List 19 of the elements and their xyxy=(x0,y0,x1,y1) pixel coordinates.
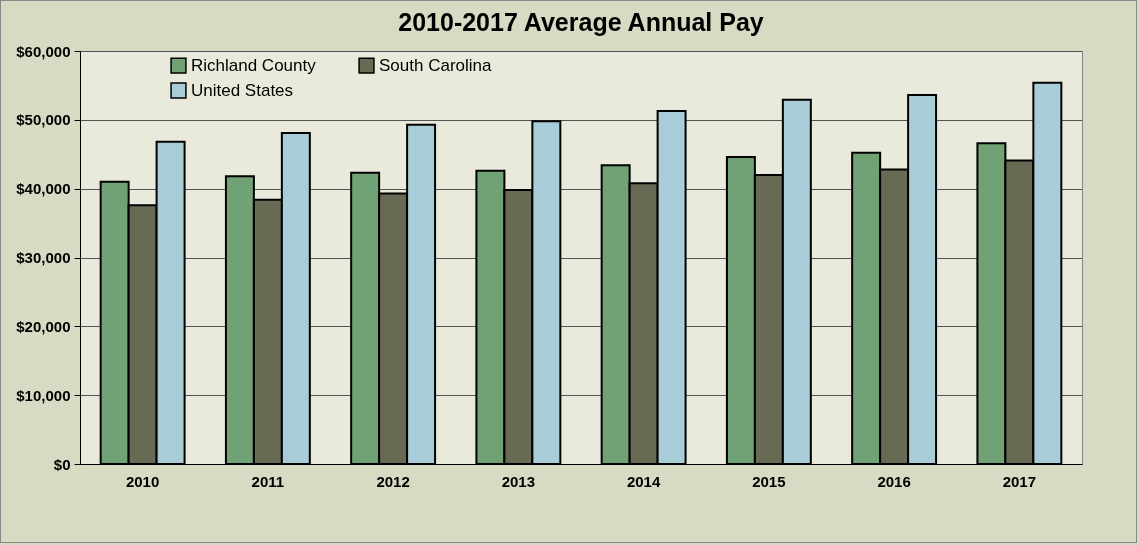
y-tick-label: $0 xyxy=(53,455,71,473)
y-tick-label: $40,000 xyxy=(16,180,71,198)
legend-label: South Carolina xyxy=(379,55,492,75)
x-tick-label: 2016 xyxy=(877,472,911,490)
y-tick-label: $50,000 xyxy=(16,111,71,129)
y-tick-label: $10,000 xyxy=(16,386,71,404)
chart-title: 2010-2017 Average Annual Pay xyxy=(398,8,764,36)
x-tick-label: 2013 xyxy=(501,472,536,490)
legend-label: United States xyxy=(191,80,294,100)
x-tick-label: 2010 xyxy=(125,472,160,490)
y-tick-label: $60,000 xyxy=(16,42,71,60)
y-tick-label: $20,000 xyxy=(16,317,71,335)
x-tick-label: 2011 xyxy=(251,472,285,490)
legend-label: Richland County xyxy=(191,55,317,75)
y-tick-label: $30,000 xyxy=(16,249,71,266)
x-tick-label: 2015 xyxy=(752,472,786,490)
x-tick-label: 2014 xyxy=(626,472,661,490)
x-tick-label: 2017 xyxy=(1002,472,1037,490)
x-tick-label: 2012 xyxy=(376,472,410,490)
